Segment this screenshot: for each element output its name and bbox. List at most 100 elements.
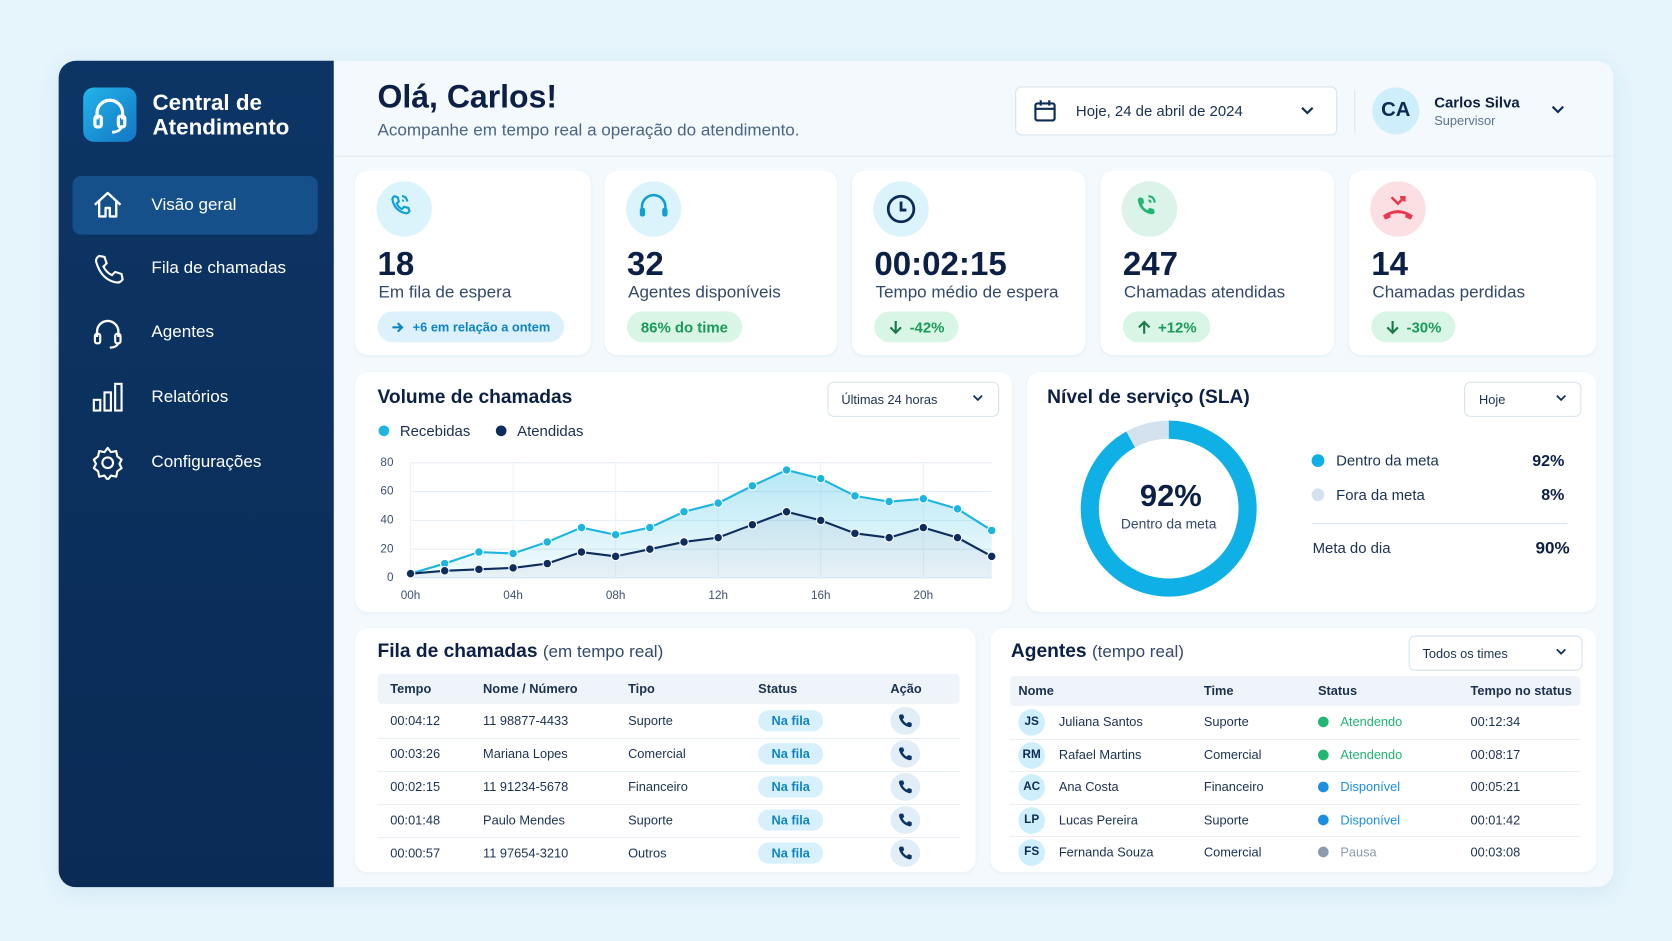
data-point xyxy=(679,506,689,517)
row-divider xyxy=(377,770,960,773)
volume-title: Volume de chamadas xyxy=(377,386,573,408)
divider xyxy=(1354,89,1356,133)
data-point xyxy=(850,528,860,539)
cell: Suporte xyxy=(628,812,673,828)
trend-arrow xyxy=(889,320,902,334)
data-point xyxy=(850,491,860,501)
date-text: Hoje, 24 de abril de 2024 xyxy=(1075,102,1243,120)
agent-name: Ana Costa xyxy=(1058,779,1119,795)
data-point xyxy=(884,532,894,543)
call-button[interactable] xyxy=(890,740,921,768)
sla-filter[interactable]: Hoje xyxy=(1464,381,1582,417)
agent-team: Suporte xyxy=(1203,714,1249,730)
phone-icon xyxy=(898,780,912,794)
cell: Suporte xyxy=(628,713,673,729)
date-picker[interactable]: Hoje, 24 de abril de 2024 xyxy=(1015,86,1338,136)
x-tick-label: 00h xyxy=(401,589,421,602)
data-point xyxy=(713,498,724,508)
agent-status: Atendendo xyxy=(1340,746,1403,762)
agents-filter[interactable]: Todos os times xyxy=(1408,635,1583,671)
cell: 00:03:26 xyxy=(390,746,441,762)
trend-icon xyxy=(392,321,404,332)
nav-item[interactable]: Agentes xyxy=(73,303,318,362)
column-header: Tempo xyxy=(390,681,432,697)
data-point xyxy=(474,547,484,557)
kpi-badge: -42% xyxy=(874,311,959,343)
goal-value: 90% xyxy=(1536,539,1570,558)
data-point xyxy=(747,481,758,491)
donut-center-value: 92% xyxy=(1140,478,1202,513)
nav-label: Agentes xyxy=(151,323,215,342)
nav-item[interactable]: Visão geral xyxy=(72,175,318,235)
y-tick-label: 60 xyxy=(380,485,394,498)
agent-time: 00:12:34 xyxy=(1470,714,1521,730)
legend-label: Recebidas xyxy=(400,423,470,440)
agent-avatar: JS xyxy=(1018,709,1046,736)
nav-label: Configurações xyxy=(151,453,262,472)
nav-item[interactable]: Fila de chamadas xyxy=(73,239,318,298)
x-tick-label: 04h xyxy=(503,589,523,602)
nav-icon xyxy=(92,382,123,412)
nav-item[interactable]: Configurações xyxy=(73,433,318,492)
kpi-value: 00:02:15 xyxy=(874,245,1007,283)
goal-label: Meta do dia xyxy=(1313,540,1392,557)
data-point xyxy=(576,522,587,533)
kpi-icon xyxy=(873,181,929,237)
data-point xyxy=(542,558,553,569)
header-border xyxy=(333,155,1614,157)
trend-arrow xyxy=(1138,319,1151,334)
data-point xyxy=(610,529,621,540)
badge-text: +6 em relação a ontem xyxy=(412,319,551,335)
status-pill: Na fila xyxy=(758,842,824,864)
agent-team: Comercial xyxy=(1203,844,1262,860)
nav-item[interactable]: Relatórios xyxy=(73,368,318,427)
cell: 00:04:12 xyxy=(390,713,441,729)
phone-icon xyxy=(898,714,912,728)
kpi-badge: +6 em relação a ontem xyxy=(377,311,565,343)
agent-name: Fernanda Souza xyxy=(1058,844,1154,860)
y-tick-label: 80 xyxy=(380,456,394,469)
row-divider xyxy=(1009,836,1581,838)
cell: 00:00:57 xyxy=(390,845,441,861)
agent-time: 00:03:08 xyxy=(1470,844,1521,860)
donut-center-label: Dentro da meta xyxy=(1121,515,1217,531)
data-point xyxy=(952,532,963,543)
agent-status: Disponível xyxy=(1340,779,1401,795)
status-dot xyxy=(1317,781,1329,793)
call-button[interactable] xyxy=(890,839,921,867)
data-point xyxy=(610,551,621,562)
data-point xyxy=(918,493,929,504)
agent-time: 00:05:21 xyxy=(1470,779,1521,795)
cell: 11 91234-5678 xyxy=(483,779,569,795)
chevron xyxy=(972,395,983,402)
kpi-icon xyxy=(1370,181,1426,237)
call-button[interactable] xyxy=(890,806,921,834)
call-button[interactable] xyxy=(890,706,921,735)
data-point xyxy=(713,532,724,543)
kpi-value: 32 xyxy=(627,245,664,283)
user-menu[interactable] xyxy=(1550,103,1565,116)
agent-team: Comercial xyxy=(1203,746,1262,762)
subtitle: Acompanhe em tempo real a operação do at… xyxy=(377,121,800,140)
agents-heading: Agentes (tempo real) xyxy=(1011,640,1184,662)
series-line xyxy=(410,510,993,575)
agent-status: Pausa xyxy=(1340,844,1377,860)
badge-text: -30% xyxy=(1406,318,1442,336)
agents-title: Agentes xyxy=(1010,639,1087,662)
nav-label: Fila de chamadas xyxy=(151,259,287,278)
legend-swatch xyxy=(1311,488,1325,502)
data-point xyxy=(645,544,655,554)
column-header: Tempo no status xyxy=(1470,683,1572,699)
data-point xyxy=(952,504,963,514)
badge-text: 86% do time xyxy=(640,318,728,336)
agents-subtitle: (tempo real) xyxy=(1091,642,1184,662)
volume-filter[interactable]: Últimas 24 horas xyxy=(827,381,1000,417)
agent-team: Suporte xyxy=(1203,812,1249,827)
call-button[interactable] xyxy=(890,773,921,801)
table-header xyxy=(377,673,960,704)
y-tick-label: 0 xyxy=(387,571,394,584)
data-point xyxy=(576,547,587,557)
data-point xyxy=(679,537,689,547)
status-dot xyxy=(1317,814,1329,825)
